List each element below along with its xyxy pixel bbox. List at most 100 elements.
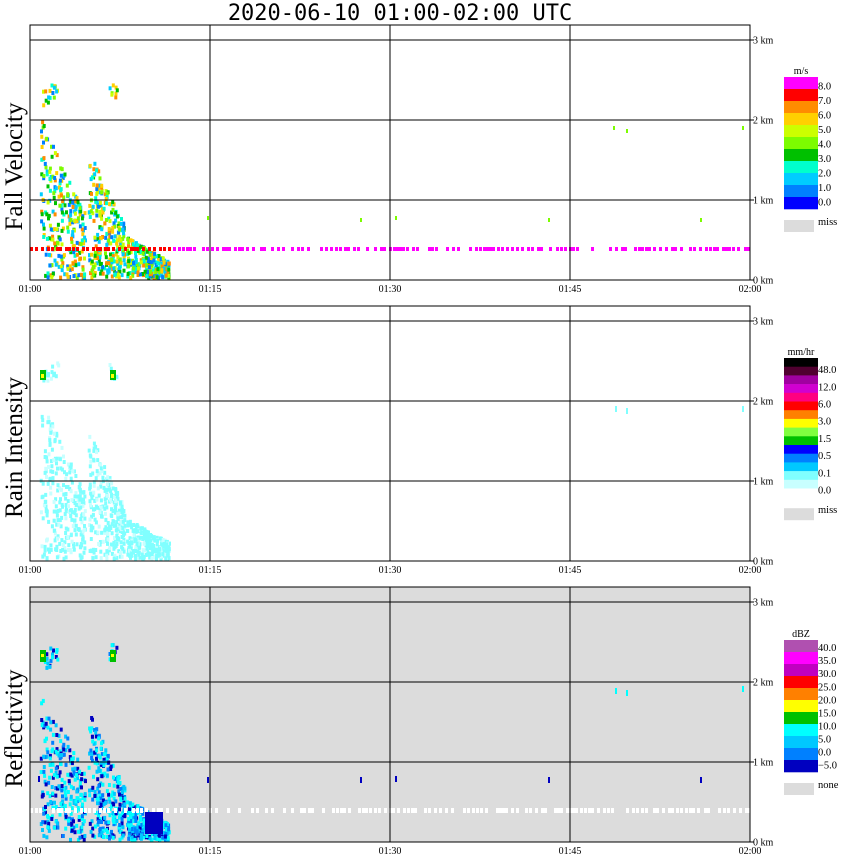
colorbar-label: 5.0 — [818, 735, 831, 746]
colorbar-label: 0.5 — [818, 451, 831, 462]
colorbar-miss-swatch — [784, 220, 814, 232]
colorbar-swatch — [784, 462, 818, 472]
x-tick-label: 01:30 — [379, 846, 402, 857]
colorbar-label: 7.0 — [818, 96, 831, 107]
data-marks — [30, 643, 751, 842]
x-tick-label: 01:00 — [19, 284, 42, 295]
colorbar-unit: dBZ — [792, 629, 810, 640]
colorbar-swatch — [784, 427, 818, 437]
colorbar-swatch — [784, 197, 818, 210]
colorbar-label: 6.0 — [818, 400, 831, 411]
colorbar-swatch — [784, 410, 818, 420]
colorbar-label: 0.0 — [818, 198, 831, 209]
y-axis-label: Reflectivity — [1, 669, 28, 788]
colorbar-label: 35.0 — [818, 656, 836, 667]
grid-lines — [30, 587, 750, 842]
colorbar-swatch — [784, 724, 818, 737]
x-tick-label: 02:00 — [739, 284, 762, 295]
plot-frame — [29, 305, 751, 562]
x-tick-label: 02:00 — [739, 565, 762, 576]
colorbar-miss-swatch — [784, 783, 814, 795]
colorbar-unit: mm/hr — [788, 347, 815, 358]
colorbar-swatch — [784, 77, 818, 90]
colorbar-swatch — [784, 173, 818, 186]
x-tick-label: 01:15 — [199, 565, 222, 576]
plot-frame — [29, 586, 751, 843]
colorbar-swatch — [784, 436, 818, 446]
colorbar-swatch — [784, 185, 818, 198]
colorbar-label: 3.0 — [818, 154, 831, 165]
colorbar-swatch — [784, 712, 818, 725]
colorbar-swatch — [784, 366, 818, 376]
colorbar-swatch — [784, 700, 818, 713]
colorbar-swatch — [784, 149, 818, 162]
colorbar-label: 4.0 — [818, 140, 831, 151]
x-tick-label: 01:00 — [19, 846, 42, 857]
y-tick-label: 2 km — [753, 116, 774, 127]
colorbar-label: 8.0 — [818, 82, 831, 93]
x-tick-label: 02:00 — [739, 846, 762, 857]
y-tick-label: 2 km — [753, 678, 774, 689]
colorbar-swatch — [784, 488, 818, 498]
colorbar-label: 0.0 — [818, 748, 831, 759]
colorbar-label: 2.0 — [818, 169, 831, 180]
colorbar-swatch — [784, 89, 818, 102]
colorbar-swatch — [784, 664, 818, 677]
y-tick-label: 1 km — [753, 758, 774, 769]
colorbar: dBZ 40.0 35.0 30.0 25.0 20.0 15.0 10.0 5.0 0.0 −5.… — [784, 629, 839, 795]
colorbar-label: 40.0 — [818, 643, 836, 654]
colorbar-label: 6.0 — [818, 111, 831, 122]
colorbar-swatch — [784, 392, 818, 402]
y-tick-label: 3 km — [753, 317, 774, 328]
data-marks — [39, 361, 744, 561]
colorbar-swatch — [784, 137, 818, 150]
colorbar-miss-label: miss — [818, 217, 837, 228]
colorbar-swatch — [784, 101, 818, 114]
colorbar-swatch — [784, 358, 818, 367]
colorbar-label: 15.0 — [818, 708, 836, 719]
grid-lines — [30, 25, 750, 280]
panel-rain-intensity: 0 km 1 km 2 km 3 km 01:00 01:15 01:30 01:45 02:0… — [1, 305, 837, 576]
y-tick-label: 2 km — [753, 397, 774, 408]
x-tick-label: 01:45 — [559, 565, 582, 576]
colorbar-swatch — [784, 453, 818, 463]
x-tick-label: 01:45 — [559, 846, 582, 857]
colorbar-swatch — [784, 479, 818, 489]
colorbar-label: 25.0 — [818, 682, 836, 693]
colorbar-swatch — [784, 748, 818, 761]
data-marks — [30, 83, 750, 280]
x-tick-label: 01:30 — [379, 565, 402, 576]
y-tick-label: 0 km — [753, 557, 774, 568]
colorbar-label: 12.0 — [818, 382, 836, 393]
colorbar-label: 5.0 — [818, 125, 831, 136]
y-tick-label: 3 km — [753, 36, 774, 47]
colorbar-swatch — [784, 161, 818, 174]
colorbar-miss-label: none — [818, 780, 839, 791]
colorbar-unit: m/s — [794, 66, 809, 77]
colorbar-label: −5.0 — [818, 761, 837, 772]
colorbar: m/s 8.0 7.0 6.0 5.0 4.0 3.0 2.0 1.0 0.0 miss — [784, 66, 837, 232]
grid-lines — [30, 306, 750, 561]
colorbar-swatch — [784, 113, 818, 126]
plot-frame — [29, 24, 751, 281]
colorbar-label: 1.5 — [818, 434, 831, 445]
colorbar-swatch — [784, 125, 818, 138]
y-tick-label: 0 km — [753, 276, 774, 287]
colorbar-swatch — [784, 760, 818, 773]
colorbar-swatch — [784, 652, 818, 665]
x-tick-label: 01:45 — [559, 284, 582, 295]
x-tick-label: 01:00 — [19, 565, 42, 576]
y-axis-label: Rain Intensity — [1, 377, 28, 518]
colorbar-swatch — [784, 418, 818, 428]
y-tick-label: 3 km — [753, 598, 774, 609]
panel-fall-velocity: 0 km 1 km 2 km 3 km 01:00 01:15 01:30 01:45 02:0… — [1, 24, 837, 295]
colorbar-label: 20.0 — [818, 695, 836, 706]
chart-title: 2020-06-10 01:00-02:00 UTC — [227, 1, 573, 26]
y-tick-label: 0 km — [753, 838, 774, 849]
x-tick-label: 01:15 — [199, 846, 222, 857]
colorbar-miss-label: miss — [818, 505, 837, 516]
colorbar-swatch — [784, 676, 818, 689]
y-tick-label: 1 km — [753, 196, 774, 207]
